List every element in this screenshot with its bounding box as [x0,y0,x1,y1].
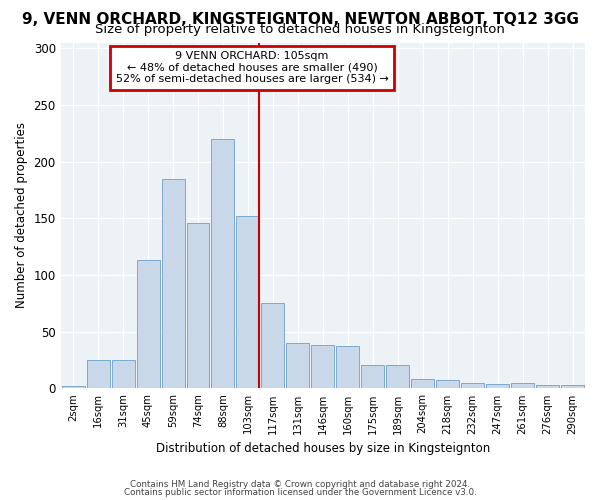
Bar [137,260,160,388]
Bar [436,380,459,388]
Text: Size of property relative to detached houses in Kingsteignton: Size of property relative to detached ho… [95,22,505,36]
Bar [411,380,434,388]
Bar [386,364,409,388]
Bar [361,364,384,388]
X-axis label: Distribution of detached houses by size in Kingsteignton: Distribution of detached houses by size … [156,442,490,455]
Bar [286,343,310,388]
Y-axis label: Number of detached properties: Number of detached properties [15,122,28,308]
Text: 9 VENN ORCHARD: 105sqm
← 48% of detached houses are smaller (490)
52% of semi-de: 9 VENN ORCHARD: 105sqm ← 48% of detached… [116,51,388,84]
Bar [161,178,185,388]
Bar [486,384,509,388]
Bar [262,304,284,388]
Bar [211,139,235,388]
Bar [62,386,85,388]
Bar [236,216,259,388]
Text: Contains HM Land Registry data © Crown copyright and database right 2024.: Contains HM Land Registry data © Crown c… [130,480,470,489]
Text: 9, VENN ORCHARD, KINGSTEIGNTON, NEWTON ABBOT, TQ12 3GG: 9, VENN ORCHARD, KINGSTEIGNTON, NEWTON A… [22,12,578,26]
Text: Contains public sector information licensed under the Government Licence v3.0.: Contains public sector information licen… [124,488,476,497]
Bar [511,383,534,388]
Bar [561,385,584,388]
Bar [86,360,110,388]
Bar [187,223,209,388]
Bar [337,346,359,389]
Bar [112,360,134,388]
Bar [536,385,559,388]
Bar [461,383,484,388]
Bar [311,346,334,389]
